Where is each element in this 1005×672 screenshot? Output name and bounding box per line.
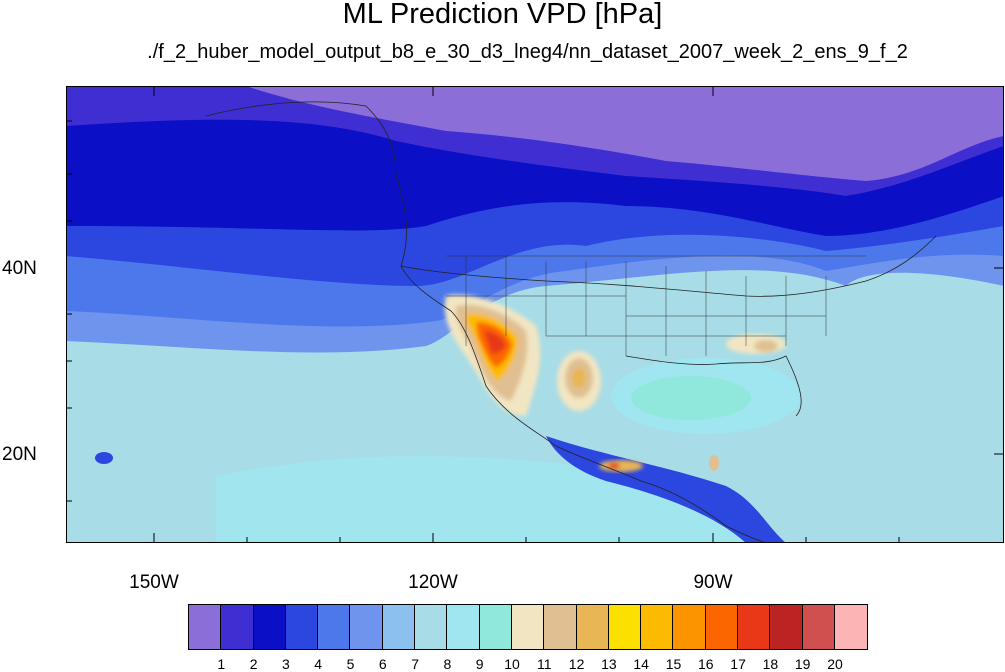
legend-tick-label: 5 <box>346 656 355 672</box>
legend-tick-label: 13 <box>601 656 617 672</box>
sonoran-desert-maximum <box>444 294 541 416</box>
coastlines <box>205 101 937 543</box>
legend-swatch <box>641 605 674 649</box>
legend-tick-label: 19 <box>794 656 811 672</box>
legend-tick-label: 17 <box>730 656 746 672</box>
legend-swatch <box>608 605 642 649</box>
legend-swatch <box>673 605 706 649</box>
chart-title: ML Prediction VPD [hPa] <box>342 0 663 30</box>
legend-tick-label: 12 <box>568 656 585 672</box>
legend-swatch <box>253 605 286 649</box>
legend-swatch <box>834 605 868 649</box>
legend-swatch <box>189 605 222 649</box>
vpd-band-1 <box>246 86 1004 181</box>
legend-swatch <box>382 605 416 649</box>
legend-tick-label: 3 <box>281 656 290 672</box>
caribbean-patch <box>709 455 719 471</box>
legend-tick-label: 14 <box>633 656 649 672</box>
legend-swatch <box>511 605 545 649</box>
legend-swatch <box>770 605 803 649</box>
vpd-map <box>66 86 1004 543</box>
legend-swatch <box>285 605 319 649</box>
color-legend-bar <box>188 604 869 650</box>
legend-swatch <box>802 605 835 649</box>
legend-tick-label: 15 <box>665 656 682 672</box>
legend-tick-label: 10 <box>504 656 520 672</box>
legend-tick-label: 2 <box>249 656 258 672</box>
lon-label-120w: 120W <box>408 572 458 593</box>
hawaii <box>95 452 113 464</box>
legend-swatch <box>318 605 351 649</box>
legend-swatch <box>479 605 512 649</box>
legend-tick-label: 11 <box>537 656 552 672</box>
vpd-field <box>66 86 1004 543</box>
southern-mexico-hotspot <box>599 460 643 472</box>
legend-tick-label: 7 <box>411 656 419 672</box>
lat-label-20n: 20N <box>2 444 37 465</box>
chihuahuan-desert <box>557 351 601 411</box>
state-borders <box>446 255 866 356</box>
legend-swatch <box>350 605 383 649</box>
legend-tick-label: 1 <box>217 656 226 672</box>
southeast-us-hotspot <box>726 334 786 354</box>
lon-label-150w: 150W <box>129 572 179 593</box>
legend-tick-label: 16 <box>698 656 714 672</box>
map-plot <box>66 86 1004 543</box>
legend-tick-label: 4 <box>314 656 323 672</box>
legend-tick-label: 20 <box>827 656 843 672</box>
lon-ticks <box>153 86 900 543</box>
legend-swatch <box>544 605 577 649</box>
legend-tick-label: 8 <box>443 656 452 672</box>
lon-label-90w: 90W <box>693 572 733 593</box>
legend-swatch <box>705 605 739 649</box>
lat-ticks <box>66 120 1004 502</box>
legend-tick-label: 9 <box>475 656 484 672</box>
chart-subtitle: ./f_2_huber_model_output_b8_e_30_d3_lneg… <box>147 41 908 63</box>
legend-swatch <box>738 605 771 649</box>
gulf-band-10 <box>631 376 751 420</box>
lat-label-40n: 40N <box>2 258 37 279</box>
legend-tick-label: 18 <box>762 656 779 672</box>
legend-swatch <box>576 605 609 649</box>
legend-tick-label: 6 <box>378 656 387 672</box>
legend-swatch <box>415 605 448 649</box>
legend-swatch <box>221 605 254 649</box>
legend-swatch <box>447 605 480 649</box>
